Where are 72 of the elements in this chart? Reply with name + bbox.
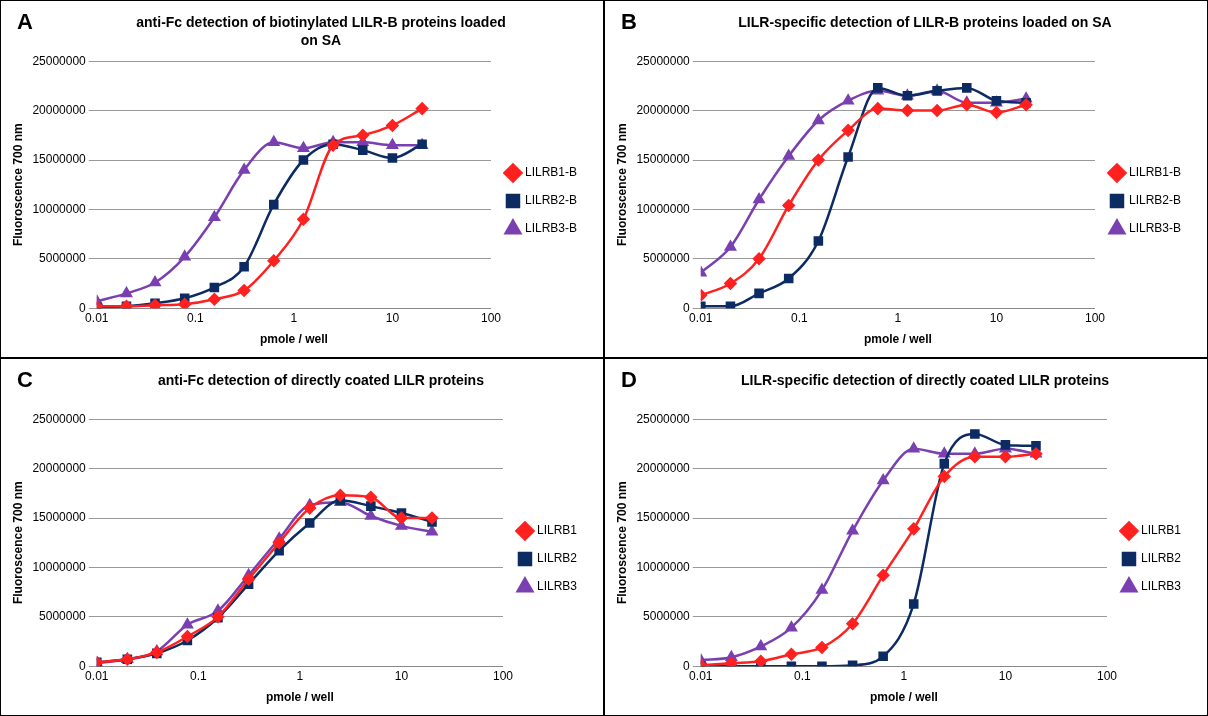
x-tick-label: 0.1 (793, 668, 811, 683)
chart-title: LILR-specific detection of directly coated LILR proteins (740, 371, 1110, 389)
y-tick-label: 10000000 (32, 201, 87, 216)
legend-label: LILRB2-B (524, 193, 578, 208)
y-tick-label: 25000000 (32, 53, 87, 68)
x-tick-label: 0.01 (85, 310, 109, 325)
chart-title: LILR-specific detection of LILR-B proteins loaded on SA (737, 13, 1113, 31)
text: C (17, 367, 33, 393)
x-tick-label: 1 (900, 668, 908, 683)
legend-label: LILRB1-B (1128, 165, 1182, 180)
legend-label: LILRB1-B (524, 165, 578, 180)
y-axis-title: Fluoroscence 700 nm (10, 481, 25, 605)
y-tick-label: 25000000 (32, 411, 87, 426)
x-tick-label: 10 (998, 668, 1013, 683)
y-tick-label: 5000000 (643, 251, 691, 266)
y-axis-title: Fluoroscence 700 nm (614, 123, 629, 247)
y-tick-label: 5000000 (643, 609, 691, 624)
legend-label: LILRB3-B (524, 221, 578, 236)
x-tick-label: 10 (989, 310, 1004, 325)
legend-label: LILRB3 (1140, 579, 1182, 594)
y-tick-label: 5000000 (39, 251, 87, 266)
x-tick-label: 1 (894, 310, 902, 325)
y-axis-title: Fluoroscence 700 nm (10, 123, 25, 247)
legend-label: LILRB3 (536, 579, 578, 594)
x-tick-label: 0.1 (186, 310, 204, 325)
x-tick-label: 1 (296, 668, 304, 683)
x-tick-label: 1 (290, 310, 298, 325)
x-tick-label: 10 (385, 310, 400, 325)
y-axis-title: Fluoroscence 700 nm (614, 481, 629, 605)
x-tick-label: 0.01 (689, 668, 713, 683)
chart-title: anti-Fc detection of directly coated LILR proteins (157, 371, 485, 389)
y-tick-label: 15000000 (636, 152, 691, 167)
text: B (621, 9, 637, 35)
text: A (17, 9, 33, 35)
y-tick-label: 5000000 (39, 609, 87, 624)
legend-label: LILRB2-B (1128, 193, 1182, 208)
x-tick-label: 0.01 (85, 668, 109, 683)
y-tick-label: 20000000 (636, 460, 691, 475)
x-tick-label: 100 (492, 668, 514, 683)
x-tick-label: 100 (1084, 310, 1106, 325)
x-tick-label: 0.1 (189, 668, 207, 683)
x-tick-label: 100 (480, 310, 502, 325)
y-tick-label: 0 (79, 658, 87, 673)
y-tick-label: 15000000 (636, 510, 691, 525)
text: D (621, 367, 637, 393)
x-tick-label: 10 (394, 668, 409, 683)
y-tick-label: 10000000 (636, 559, 691, 574)
x-tick-label: 100 (1096, 668, 1118, 683)
legend-label: LILRB2 (1140, 551, 1182, 566)
chart-title: anti-Fc detection of biotinylated LILR-B proteins loaded on SA (135, 13, 507, 49)
y-tick-label: 0 (79, 300, 87, 315)
x-axis-title: pmole / well (265, 690, 334, 705)
x-axis-title: pmole / well (863, 332, 932, 347)
x-axis-title: pmole / well (259, 332, 328, 347)
y-tick-label: 20000000 (32, 460, 87, 475)
y-tick-label: 10000000 (636, 201, 691, 216)
y-tick-label: 20000000 (636, 102, 691, 117)
y-tick-label: 15000000 (32, 152, 87, 167)
y-tick-label: 25000000 (636, 411, 691, 426)
y-tick-label: 10000000 (32, 559, 87, 574)
y-tick-label: 0 (683, 300, 691, 315)
y-tick-label: 20000000 (32, 102, 87, 117)
y-tick-label: 15000000 (32, 510, 87, 525)
x-axis-title: pmole / well (869, 690, 938, 705)
y-tick-label: 25000000 (636, 53, 691, 68)
legend-label: LILRB2 (536, 551, 578, 566)
x-tick-label: 0.01 (689, 310, 713, 325)
legend-label: LILRB1 (1140, 523, 1182, 538)
legend-label: LILRB3-B (1128, 221, 1182, 236)
y-tick-label: 0 (683, 658, 691, 673)
legend-label: LILRB1 (536, 523, 578, 538)
x-tick-label: 0.1 (790, 310, 808, 325)
